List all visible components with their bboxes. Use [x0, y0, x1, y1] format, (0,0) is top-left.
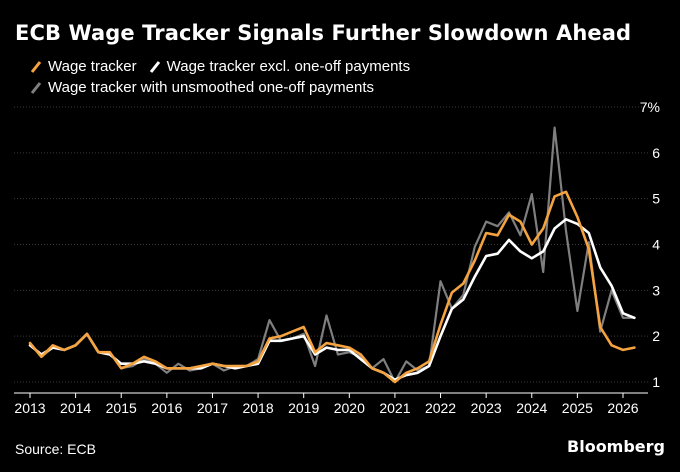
y-tick-label: 3: [652, 282, 660, 298]
y-tick-label: 1: [652, 374, 660, 390]
x-tick-label: 2014: [60, 400, 91, 416]
legend-row-2: Wage tracker with unsmoothed one-off pay…: [30, 79, 386, 96]
legend-label-excl-one-off: Wage tracker excl. one-off payments: [166, 58, 411, 75]
legend-row-1: Wage tracker Wage tracker excl. one-off …: [30, 58, 422, 75]
x-tick-label: 2021: [379, 400, 410, 416]
legend-swatch-white: [149, 60, 160, 73]
x-tick-label: 2020: [334, 400, 365, 416]
y-tick-label: 5: [652, 191, 660, 207]
x-tick-label: 2018: [242, 400, 273, 416]
legend-item-unsmoothed: Wage tracker with unsmoothed one-off pay…: [30, 79, 374, 96]
x-tick-label: 2019: [288, 400, 319, 416]
legend-swatch-orange: [30, 60, 42, 73]
y-tick-label: 7%: [640, 99, 660, 115]
x-tick-label: 2025: [562, 400, 593, 416]
series-line-wage-tracker: [28, 190, 636, 384]
x-tick-label: 2015: [106, 400, 137, 416]
chart-title: ECB Wage Tracker Signals Further Slowdow…: [15, 21, 632, 45]
x-tick-label: 2022: [425, 400, 456, 416]
x-tick-label: 2024: [516, 400, 547, 416]
x-tick-label: 2016: [151, 400, 182, 416]
legend-item-excl-one-off: Wage tracker excl. one-off payments: [149, 58, 410, 75]
series-line-wage-tracker-excl-one-off-payments: [28, 218, 636, 382]
x-tick-label: 2023: [471, 400, 502, 416]
series-line-wage-tracker-with-unsmoothed-one-off-payments: [28, 126, 636, 384]
legend-swatch-gray: [30, 81, 42, 94]
x-tick-label: 2013: [14, 400, 45, 416]
x-tick-label: 2017: [197, 400, 228, 416]
source-note: Source: ECB: [15, 441, 96, 457]
legend-label-wage-tracker: Wage tracker: [48, 58, 137, 75]
bloomberg-logo: Bloomberg: [567, 437, 665, 456]
y-tick-label: 2: [652, 328, 660, 344]
y-tick-label: 4: [652, 237, 660, 253]
legend-item-wage-tracker: Wage tracker: [30, 58, 137, 75]
y-tick-label: 6: [652, 145, 660, 161]
legend-label-unsmoothed: Wage tracker with unsmoothed one-off pay…: [48, 79, 375, 96]
x-tick-label: 2026: [607, 400, 638, 416]
